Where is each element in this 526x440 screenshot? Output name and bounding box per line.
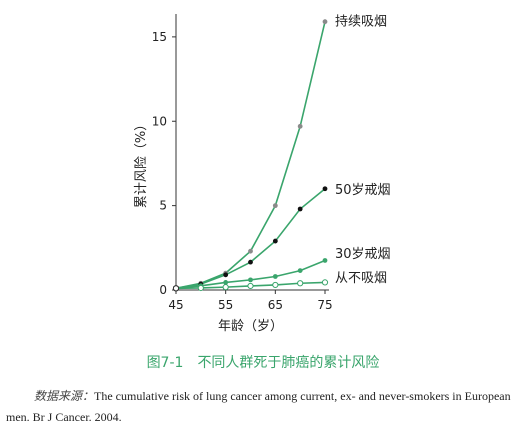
series-line (175, 21, 326, 290)
figure-title: 不同人群死于肺癌的累计风险 (197, 355, 380, 371)
data-point (272, 281, 279, 289)
data-point (197, 284, 204, 292)
series-label: 30岁戒烟 (335, 247, 391, 262)
data-point (297, 123, 303, 129)
data-point (248, 259, 253, 265)
y-tick-label: 15 (152, 30, 167, 44)
series-label: 持续吸烟 (335, 15, 387, 30)
series-line (175, 188, 326, 290)
axes: 0 5 10 15 45 55 65 75 (152, 14, 333, 312)
data-source: 数据来源：The cumulative risk of lung cancer … (6, 386, 520, 428)
x-tick-label: 75 (317, 298, 332, 312)
source-text: The cumulative risk of lung cancer among… (6, 389, 511, 424)
data-point (297, 280, 304, 287)
source-label: 数据来源： (34, 389, 95, 403)
data-point (321, 279, 329, 286)
y-tick-label: 0 (159, 283, 167, 297)
y-axis-label: 累计风险（%） (134, 118, 149, 208)
data-point (248, 277, 253, 283)
data-point (222, 284, 229, 291)
x-tick-label: 65 (268, 298, 283, 312)
y-tick-label: 5 (159, 199, 167, 213)
x-tick-label: 45 (168, 298, 183, 312)
data-point (172, 285, 180, 292)
y-tick-label: 10 (152, 114, 167, 128)
x-tick-label: 55 (218, 298, 233, 312)
data-point (322, 186, 328, 192)
data-point (322, 19, 328, 25)
data-point (297, 268, 303, 273)
series-label: 从不吸烟 (335, 271, 387, 286)
data-point (247, 282, 254, 290)
figure-caption: 图7-1 不同人群死于肺癌的累计风险 (0, 352, 526, 372)
series-2: 50岁戒烟 (172, 183, 391, 292)
figure-number: 图7-1 (146, 355, 184, 371)
data-point (297, 206, 303, 212)
data-point (272, 274, 278, 279)
data-point (223, 272, 229, 278)
data-point (248, 248, 253, 254)
data-point (272, 238, 278, 244)
data-point (223, 280, 229, 285)
series-label: 50岁戒烟 (335, 183, 391, 198)
series-4: 从不吸烟 (172, 271, 387, 292)
x-axis-label: 年龄（岁） (218, 319, 283, 334)
data-point (272, 203, 278, 209)
data-point (322, 258, 328, 263)
